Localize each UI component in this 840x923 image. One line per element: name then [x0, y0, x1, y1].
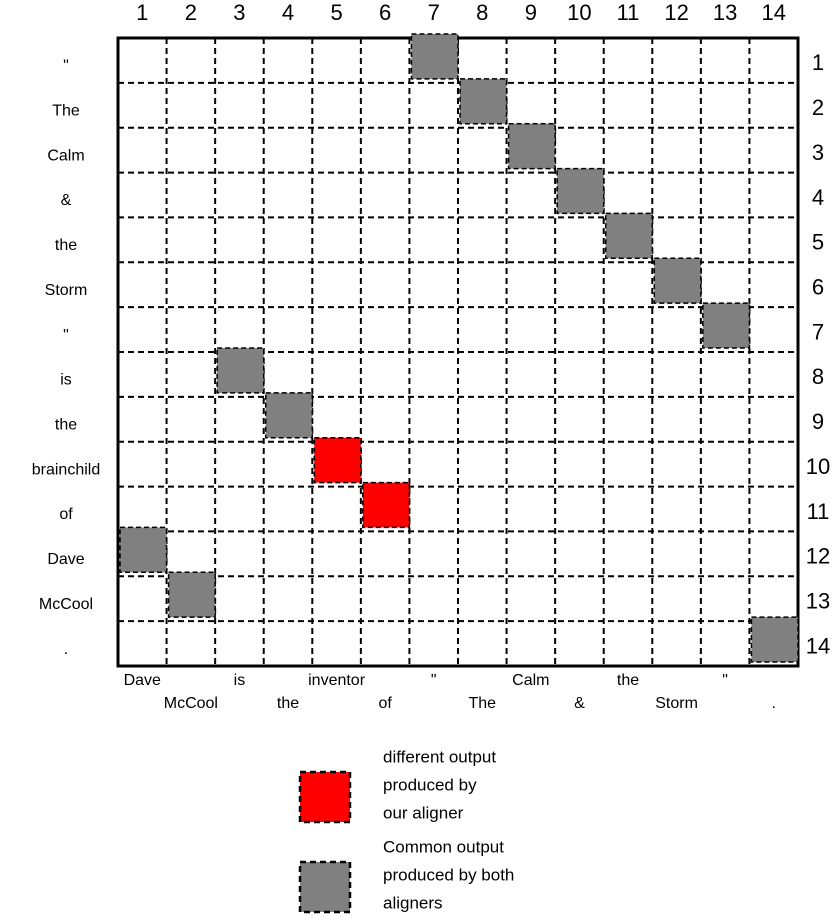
row-number: 8: [812, 364, 824, 389]
column-number: 7: [428, 0, 440, 25]
row-word: .: [64, 641, 68, 658]
aligned-cell: [556, 167, 605, 215]
column-number: 5: [330, 0, 342, 25]
row-number: 6: [812, 275, 824, 300]
row-number: 4: [812, 185, 824, 210]
column-number: 14: [761, 0, 785, 25]
column-word: is: [234, 672, 246, 689]
column-number: 6: [379, 0, 391, 25]
row-word: the: [55, 417, 77, 434]
legend-swatch: [298, 860, 352, 914]
column-number: 11: [617, 0, 640, 25]
column-number: 2: [185, 0, 197, 25]
column-word: Calm: [512, 672, 549, 689]
column-word: the: [277, 695, 299, 712]
aligned-cell: [119, 526, 168, 574]
column-number: 13: [713, 0, 737, 25]
column-number: 10: [567, 0, 591, 25]
column-word: .: [771, 695, 775, 712]
row-number: 9: [812, 409, 824, 434]
row-number: 11: [807, 499, 830, 524]
legend-text: different output: [383, 747, 496, 766]
legend-text: produced by both: [383, 865, 514, 884]
row-word: the: [55, 237, 77, 254]
column-word: ": [431, 672, 437, 689]
legend-text: Common output: [383, 837, 504, 856]
legend-swatch: [298, 770, 352, 824]
aligned-cell: [702, 302, 751, 349]
column-word: ": [722, 672, 728, 689]
column-word: The: [468, 695, 496, 712]
row-word: brainchild: [32, 461, 100, 478]
row-word: ": [63, 58, 69, 75]
column-word: &: [574, 695, 585, 712]
column-word: Dave: [124, 672, 161, 689]
row-word: of: [59, 506, 73, 523]
column-number: 12: [664, 0, 688, 25]
column-number: 3: [233, 0, 245, 25]
column-number: 4: [282, 0, 294, 25]
aligned-cell: [362, 481, 411, 529]
column-number: 9: [525, 0, 537, 25]
aligned-cell: [604, 212, 654, 260]
row-word: Storm: [45, 282, 88, 299]
row-word: is: [60, 372, 72, 389]
column-word: McCool: [164, 695, 218, 712]
row-number: 2: [812, 95, 824, 120]
row-number: 13: [806, 589, 830, 614]
row-word: McCool: [39, 596, 93, 613]
row-number: 1: [812, 50, 824, 75]
aligned-cell: [264, 392, 314, 439]
row-word: Calm: [47, 147, 84, 164]
row-word: ": [63, 327, 69, 344]
row-number: 5: [812, 230, 824, 255]
legend-text: aligners: [383, 893, 443, 912]
aligned-cell: [653, 257, 702, 304]
row-word: The: [52, 103, 80, 120]
column-number: 1: [136, 0, 148, 25]
row-number: 10: [806, 454, 830, 479]
legend-text: produced by: [383, 775, 477, 794]
row-number: 3: [812, 140, 824, 165]
aligned-cell: [313, 436, 362, 484]
row-number: 14: [806, 633, 830, 658]
row-number: 12: [806, 544, 830, 569]
aligned-cell: [410, 33, 459, 80]
column-word: the: [617, 672, 639, 689]
aligned-cell: [167, 571, 216, 618]
aligned-cell: [750, 616, 799, 663]
aligned-cell: [216, 347, 265, 394]
row-number: 7: [812, 319, 824, 344]
row-word: &: [61, 192, 72, 209]
column-word: inventor: [308, 672, 366, 689]
row-word: Dave: [47, 551, 84, 568]
legend-text: our aligner: [383, 803, 464, 822]
column-word: Storm: [655, 695, 698, 712]
column-word: of: [378, 695, 392, 712]
aligned-cell: [459, 78, 508, 125]
aligned-cell: [507, 122, 556, 170]
column-number: 8: [476, 0, 488, 25]
